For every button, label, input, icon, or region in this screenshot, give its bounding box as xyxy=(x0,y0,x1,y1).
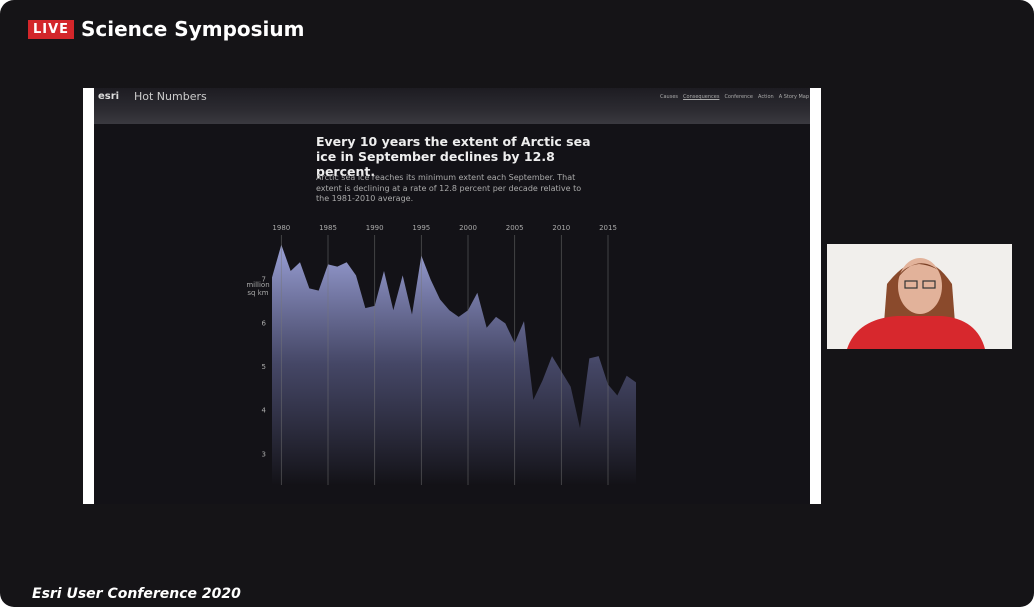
footer: Esri User Conference 2020 xyxy=(32,586,241,602)
nav-item[interactable]: Conference xyxy=(724,94,754,100)
nav-item[interactable]: Consequences xyxy=(683,94,720,100)
live-badge: LIVE xyxy=(28,20,75,39)
y-tick-label: 3 xyxy=(262,450,266,458)
x-tick-label: 1980 xyxy=(272,224,290,232)
webcam xyxy=(827,244,1012,349)
y-tick-label: 6 xyxy=(262,319,267,327)
x-tick-label: 2015 xyxy=(599,224,617,232)
y-tick-label: 5 xyxy=(262,363,266,371)
nav: Causes Consequences Conference Action A … xyxy=(660,94,809,100)
x-tick-label: 1995 xyxy=(412,224,430,232)
area xyxy=(272,244,636,485)
chart-title: Every 10 years the extent of Arctic sea … xyxy=(316,134,591,179)
y-tick-label: 7 xyxy=(262,276,266,284)
y-tick-label: 4 xyxy=(262,407,267,415)
y-axis-label: million sq km xyxy=(246,281,269,297)
x-tick-label: 1990 xyxy=(366,224,384,232)
nav-item[interactable]: A Story Map xyxy=(778,94,810,100)
app-title: Hot Numbers xyxy=(134,90,207,103)
slide-header xyxy=(94,88,810,124)
x-tick-label: 2005 xyxy=(506,224,524,232)
presenter xyxy=(827,244,1012,349)
nav-item[interactable]: Causes xyxy=(660,94,679,100)
brand: esri xyxy=(98,91,120,102)
x-tick-label: 2010 xyxy=(552,224,570,232)
chart-subtitle: Arctic sea ice reaches its minimum exten… xyxy=(316,173,582,203)
nav-item[interactable]: Action xyxy=(758,94,774,100)
x-tick-label: 2000 xyxy=(459,224,477,232)
x-tick-label: 1985 xyxy=(319,224,337,232)
stream-title: Science Symposium xyxy=(81,17,305,41)
